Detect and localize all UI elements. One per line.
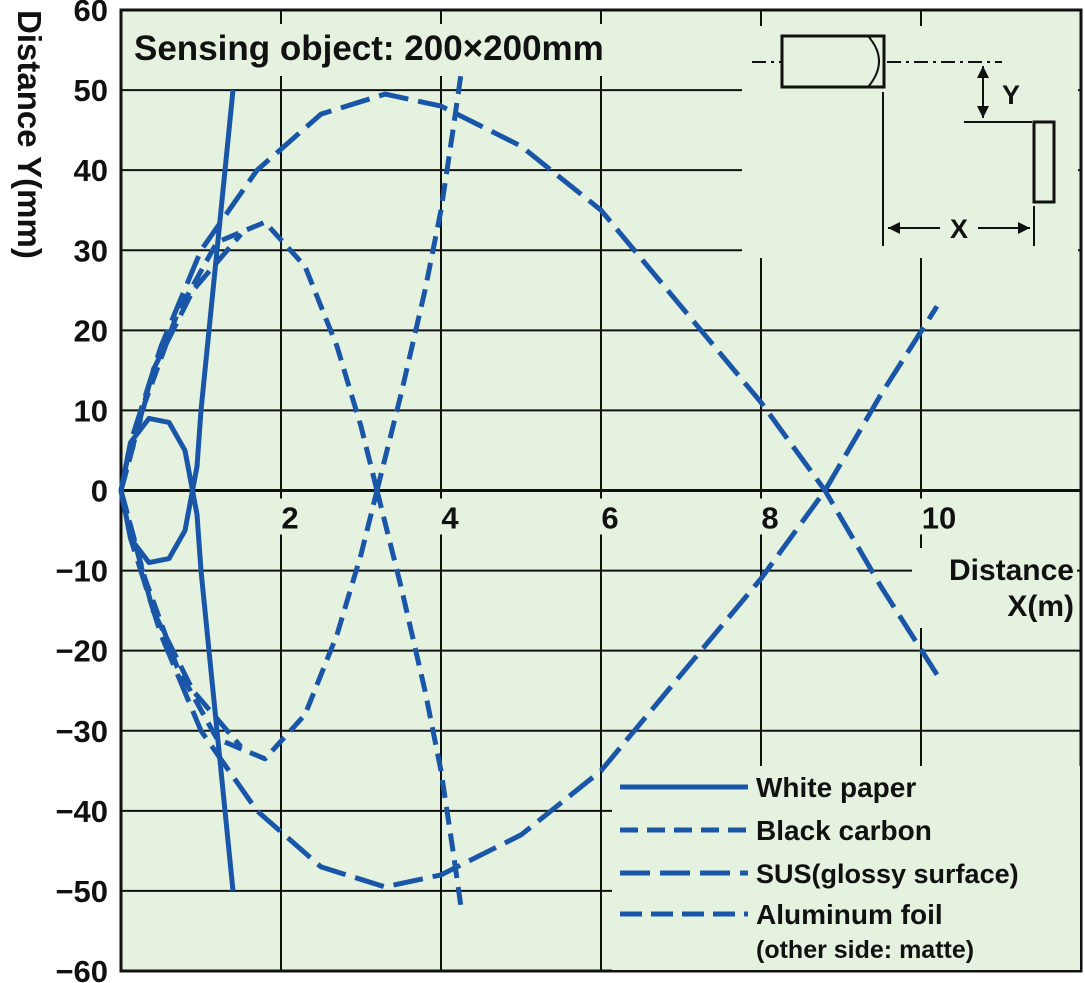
y-tick-label: 40 xyxy=(74,153,108,188)
target-shape xyxy=(1032,120,1056,204)
y-axis-label: Distance Y(mm) xyxy=(11,10,48,259)
sensor-lens xyxy=(867,35,880,88)
x-axis-label-line1: Distance xyxy=(949,554,1074,587)
legend-label-aluminum-foil: Aluminum foil xyxy=(756,899,943,930)
series-layer xyxy=(118,73,940,908)
legend-label-sus: SUS(glossy surface) xyxy=(756,859,1019,889)
y-tick-label: −40 xyxy=(55,794,108,829)
series-aluminum-foil xyxy=(118,232,243,749)
x-tick-label: 10 xyxy=(922,501,956,536)
diagram-y-label: Y xyxy=(1002,80,1020,110)
series-black-carbon xyxy=(118,73,464,908)
x-axis-label-line2: X(m) xyxy=(1007,590,1074,623)
y-tick-label: 20 xyxy=(74,313,108,348)
setup-diagram: Y X xyxy=(742,26,1078,258)
y-tick-label: 50 xyxy=(74,73,108,108)
chart-title: Sensing object: 200×200mm xyxy=(134,29,604,68)
legend-label-black-carbon: Black carbon xyxy=(756,815,932,846)
ticks-layer: 60 50 40 30 20 10 0 −10 −20 −30 −40 −50 −60 2 4 6 8 10 xyxy=(55,0,965,983)
y-tick-label: −60 xyxy=(55,954,108,983)
y-tick-label: −50 xyxy=(55,874,108,909)
series-line xyxy=(118,489,243,749)
legend-label-aluminum-foil-note: (other side: matte) xyxy=(756,936,974,964)
legend-label-white-paper: White paper xyxy=(756,772,916,803)
series-line xyxy=(374,73,464,492)
legend: White paper Black carbon SUS(glossy surf… xyxy=(612,766,1080,970)
series-line xyxy=(374,489,464,908)
series-line xyxy=(118,232,243,492)
sensor-shape xyxy=(780,34,886,89)
y-tick-label: 0 xyxy=(91,474,108,509)
x-tick-label: 4 xyxy=(441,501,459,536)
y-tick-label: −10 xyxy=(55,554,108,589)
y-tick-label: 60 xyxy=(74,0,108,28)
y-tick-label: 10 xyxy=(74,393,108,428)
diagram-x-label: X xyxy=(950,214,968,244)
y-tick-label: 30 xyxy=(74,233,108,268)
y-tick-label: −20 xyxy=(55,634,108,669)
x-tick-label: 2 xyxy=(281,501,298,536)
x-tick-label: 6 xyxy=(601,501,618,536)
x-tick-label: 8 xyxy=(761,501,778,536)
y-tick-label: −30 xyxy=(55,714,108,749)
